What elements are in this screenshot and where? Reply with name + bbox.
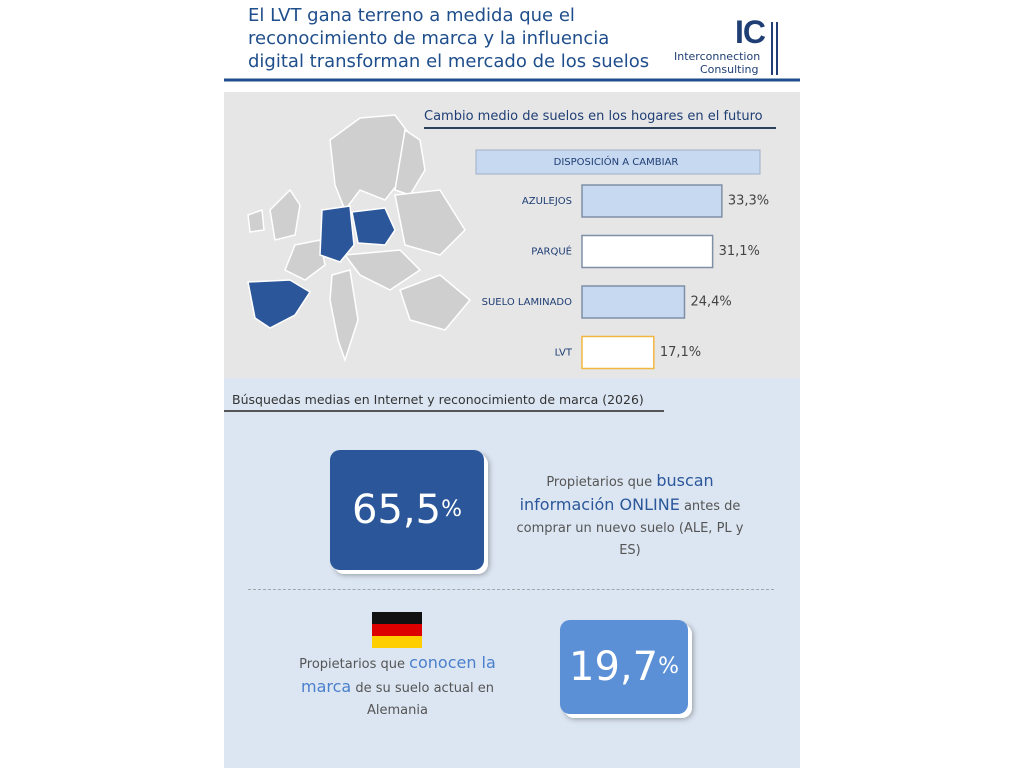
text: antes de comprar un nuevo suelo (ALE, PL…	[516, 499, 744, 558]
section-title: Búsquedas medias en Internet y reconocim…	[232, 392, 644, 407]
flag	[372, 612, 422, 648]
divider	[248, 589, 774, 590]
stat-unit: %	[658, 654, 679, 679]
search-section	[224, 378, 800, 768]
stat-description: Propietarios que conocen la marca de su …	[285, 652, 510, 722]
stat-box: 19,7%	[560, 620, 688, 714]
text: de su suelo actual en Alemania	[351, 681, 494, 718]
stat-box: 65,5%	[330, 450, 484, 570]
stat-unit: %	[441, 497, 462, 522]
emphasis: buscan información ONLINE	[519, 471, 714, 514]
europe-map	[247, 114, 472, 363]
value-label: 31,1%	[719, 244, 760, 259]
text: Propietarios que	[299, 657, 410, 672]
column-header: DISPOSICIÓN A CAMBIAR	[554, 155, 679, 168]
highlighted-countries	[247, 205, 396, 329]
value-label: 17,1%	[660, 345, 701, 360]
bar	[581, 184, 723, 218]
page-title: El LVT gana terreno a medida que el reco…	[248, 5, 650, 72]
stat-value: 65,5	[352, 487, 442, 533]
stat-description: Propietarios que buscan información ONLI…	[510, 470, 750, 562]
section-title: Cambio medio de suelos en los hogares en…	[424, 109, 763, 124]
category-label: AZULEJOS	[522, 196, 572, 207]
bar	[581, 335, 655, 370]
logo-mark: IC	[735, 14, 766, 50]
emphasis: conocen la marca	[301, 653, 496, 696]
column-header-box	[475, 149, 761, 175]
logo-text: Consulting	[700, 63, 759, 76]
category-label: LVT	[555, 348, 573, 359]
category-label: PARQUÉ	[531, 245, 572, 258]
stat-value: 19,7	[569, 644, 659, 690]
value-label: 33,3%	[728, 194, 769, 209]
value-label: 24,4%	[690, 295, 731, 310]
category-label: SUELO LAMINADO	[482, 297, 572, 308]
bar	[581, 234, 714, 269]
bar	[581, 285, 686, 319]
text: Propietarios que	[546, 475, 657, 490]
logo-text: Interconnection	[674, 50, 761, 63]
